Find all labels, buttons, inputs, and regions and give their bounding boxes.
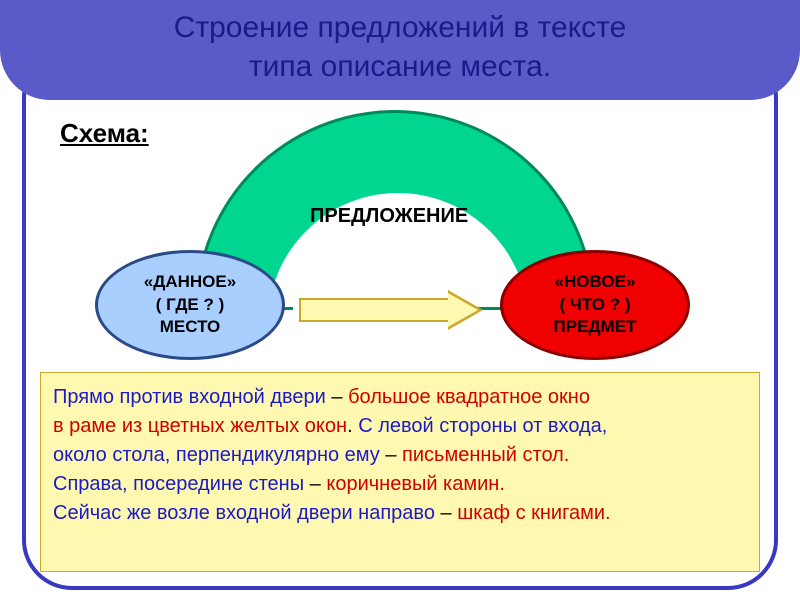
example-text-box: Прямо против входной двери – большое ква… [40,372,760,572]
arrow-notch [293,298,301,322]
node-new: «НОВОЕ» ( ЧТО ? ) ПРЕДМЕТ [500,250,690,360]
arch-label: ПРЕДЛОЖЕНИЕ [310,205,468,228]
node-new-l1: «НОВОЕ» [555,271,636,294]
title-line-1: Строение предложений в тексте [174,11,627,44]
ex-3c: письменный стол. [402,444,569,466]
page-title: Строение предложений в тексте типа описа… [0,0,800,86]
ex-5c: шкаф с книгами. [457,502,610,524]
schema-label: Схема: [60,118,149,149]
ex-4a: Справа, посередине стены [53,473,304,495]
node-new-l2: ( ЧТО ? ) [559,294,630,317]
node-given-l2: ( ГДЕ ? ) [156,294,225,317]
ex-5b: – [435,502,457,524]
ex-2b: . [347,415,358,437]
arrow-icon [295,292,490,328]
arrow-body [295,298,450,322]
ex-3a: около стола, перпендикулярно ему [53,444,380,466]
ex-2c: С левой стороны от входа, [358,415,607,437]
ex-4c: коричневый камин. [326,473,505,495]
content-area: Схема: ПРЕДЛОЖЕНИЕ «ДАННОЕ» ( ГДЕ ? ) МЕ… [40,100,760,582]
slide: Строение предложений в тексте типа описа… [0,0,800,600]
header: Строение предложений в тексте типа описа… [0,0,800,110]
title-line-2: типа описание места. [249,50,551,83]
arrow-head-fill [448,293,478,327]
ex-1a: Прямо против входной двери [53,386,326,408]
ex-4b: – [304,473,326,495]
node-given: «ДАННОЕ» ( ГДЕ ? ) МЕСТО [95,250,285,360]
ex-5a: Сейчас же возле входной двери направо [53,502,435,524]
ex-1b: – [326,386,348,408]
node-given-l3: МЕСТО [160,316,221,339]
node-given-l1: «ДАННОЕ» [144,271,236,294]
ex-2a: в раме из цветных желтых окон [53,415,347,437]
node-new-l3: ПРЕДМЕТ [554,316,637,339]
ex-3b: – [380,444,402,466]
ex-1c: большое квадратное окно [348,386,590,408]
